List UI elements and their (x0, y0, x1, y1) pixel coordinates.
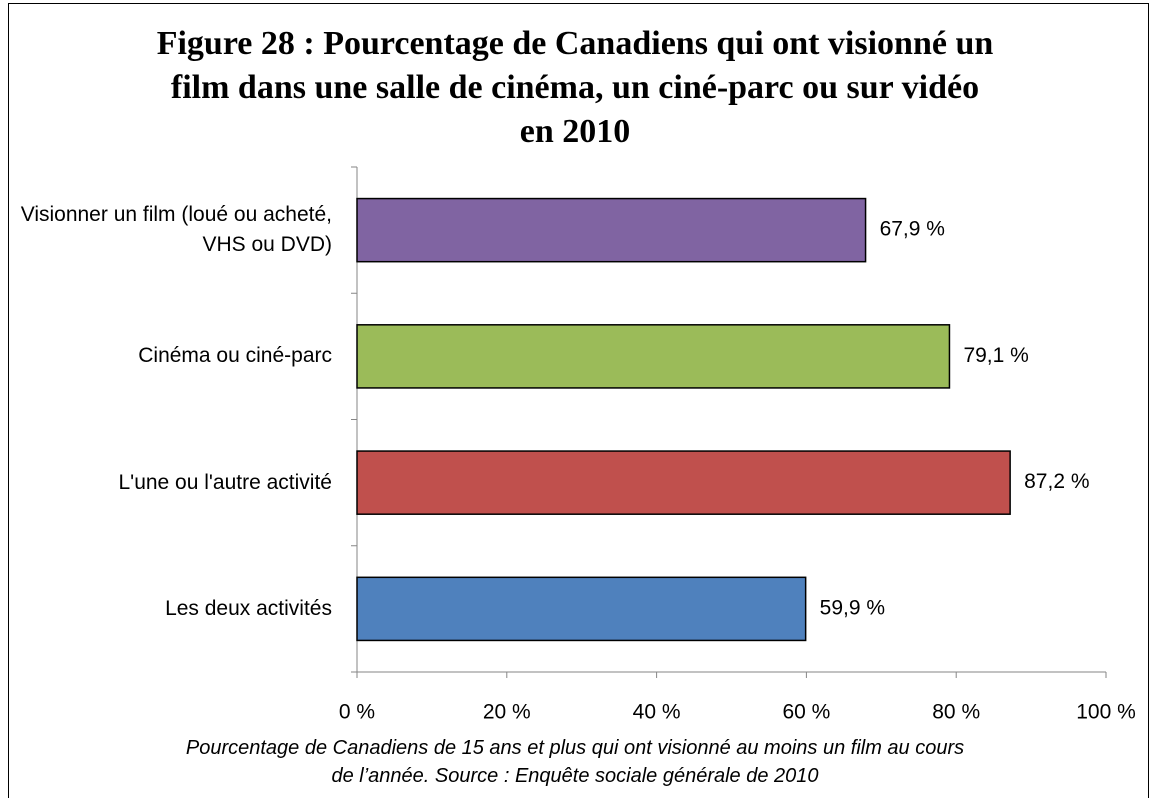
category-label: Visionner un film (loué ou acheté, VHS o… (20, 203, 332, 257)
x-tick-label: 40 % (633, 701, 681, 724)
value-label: 79,1 % (963, 344, 1028, 367)
value-label: 59,9 % (820, 596, 885, 619)
bar (356, 576, 807, 642)
x-tick-label: 60 % (782, 701, 830, 724)
value-label: 67,9 % (880, 218, 945, 241)
chart-title: Figure 28 : Pourcentage de Canadiens qui… (156, 25, 994, 150)
frame (8, 3, 1149, 798)
bar (356, 197, 867, 263)
category-label: Cinéma ou ciné-parc (138, 344, 332, 368)
x-tick-label: 80 % (932, 701, 980, 724)
x-tick-label: 20 % (483, 701, 531, 724)
bar (356, 450, 1011, 515)
x-tick-label: 0 % (339, 701, 375, 724)
category-label: L'une ou l'autre activité (118, 470, 333, 494)
value-label: 87,2 % (1024, 470, 1089, 493)
category-label: Les deux activités (165, 596, 332, 620)
footnote: Pourcentage de Canadiens de 15 ans et pl… (185, 737, 965, 787)
x-tick-label: 100 % (1076, 701, 1136, 724)
bar (356, 324, 951, 389)
